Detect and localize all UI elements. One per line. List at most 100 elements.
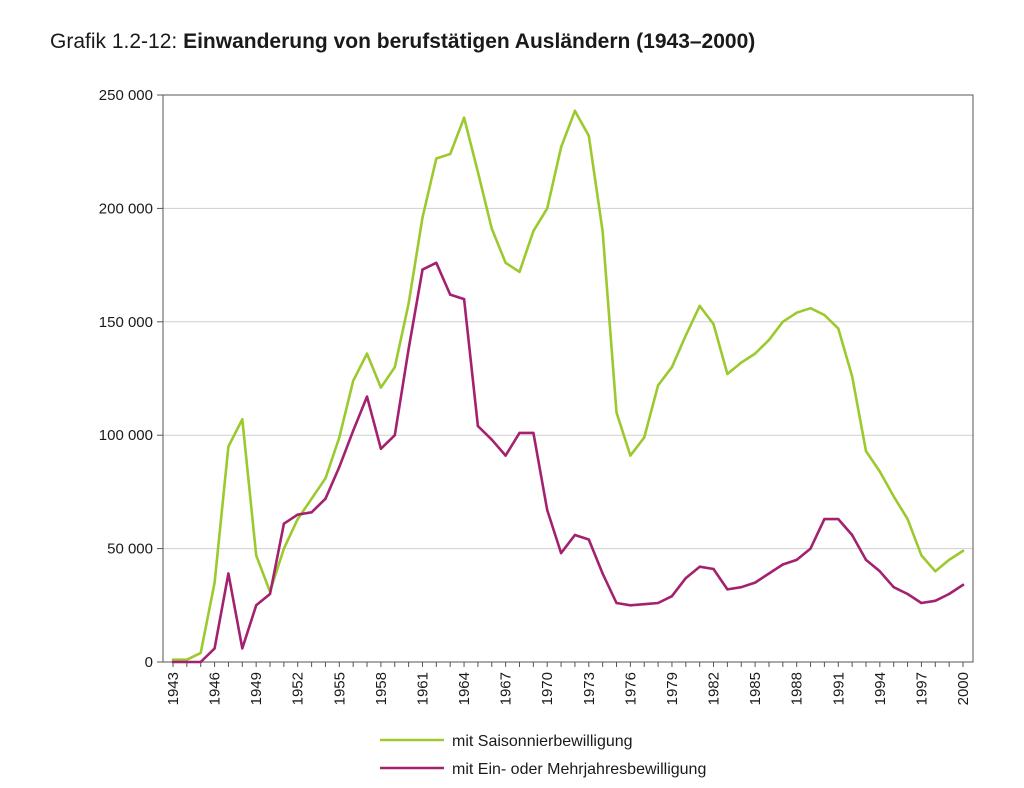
chart-title: Grafik 1.2-12: Einwanderung von berufstä… [50, 30, 755, 54]
data-point [837, 517, 840, 521]
data-point [809, 547, 812, 550]
data-point [532, 431, 535, 435]
data-point [448, 293, 452, 296]
data-point [296, 517, 299, 521]
data-point [546, 207, 549, 210]
data-point [379, 386, 383, 389]
data-point [213, 647, 216, 650]
x-tick-label: 1976 [622, 672, 639, 705]
data-point [407, 302, 410, 305]
data-point [864, 449, 868, 453]
data-point [767, 572, 771, 575]
data-point [199, 651, 202, 655]
data-point [726, 372, 729, 376]
data-point [809, 306, 812, 310]
data-point [878, 470, 882, 473]
data-point [393, 434, 396, 437]
data-point [310, 497, 313, 500]
x-tick-label: 1988 [789, 672, 806, 705]
chart-title-prefix: Grafik 1.2-12: [50, 30, 184, 53]
data-point [490, 227, 493, 231]
data-point [185, 658, 189, 661]
data-point [546, 508, 549, 512]
x-tick-label: 1973 [581, 672, 598, 705]
data-point [934, 570, 937, 573]
data-point [850, 375, 854, 378]
data-point [615, 601, 618, 605]
x-tick-label: 1982 [706, 672, 723, 705]
data-point [213, 581, 216, 584]
plot-frame [162, 94, 974, 663]
data-point [227, 445, 230, 448]
data-point [643, 436, 646, 439]
data-point [656, 384, 660, 387]
x-tick-label: 1964 [456, 672, 473, 705]
data-point [268, 592, 272, 596]
x-tick-label: 1991 [830, 672, 847, 705]
y-tick-label: 200 000 [99, 200, 153, 217]
data-point [338, 465, 341, 469]
x-tick-label: 1955 [331, 672, 348, 705]
data-point [379, 447, 383, 451]
data-point [227, 572, 230, 575]
data-point [573, 109, 577, 113]
data-point [698, 304, 701, 308]
data-point [171, 660, 175, 664]
data-point [753, 352, 757, 355]
data-point [670, 595, 674, 598]
data-point [241, 647, 244, 650]
y-tick-label: 100 000 [99, 427, 153, 444]
data-point [573, 533, 577, 537]
series-line-annual [171, 261, 965, 664]
data-point [421, 268, 424, 271]
data-point [767, 338, 771, 342]
data-point [781, 563, 785, 566]
x-tick-label: 1985 [747, 672, 764, 705]
data-point [850, 533, 854, 537]
data-point [892, 585, 895, 589]
data-point [282, 547, 286, 550]
x-tick-label: 1961 [414, 672, 431, 705]
data-point [351, 429, 355, 432]
x-tick-label: 1967 [498, 672, 515, 705]
data-point [961, 549, 965, 553]
series-line-seasonal [171, 109, 965, 662]
data-point [407, 347, 410, 351]
x-tick-label: 1952 [290, 672, 307, 705]
data-point [920, 601, 923, 605]
data-point [504, 261, 507, 265]
data-point [199, 660, 202, 664]
x-tick-label: 1943 [165, 672, 182, 705]
data-point [753, 581, 757, 584]
data-point [532, 229, 535, 233]
y-tick-label: 0 [145, 654, 153, 671]
data-point [435, 157, 438, 160]
data-point [961, 583, 965, 587]
data-point [296, 513, 299, 516]
data-point [587, 134, 590, 138]
x-tick-label: 1970 [539, 672, 556, 705]
x-tick-label: 1958 [373, 672, 390, 705]
data-point [504, 454, 507, 457]
data-point [338, 436, 341, 439]
data-point [462, 116, 466, 119]
data-point [518, 431, 521, 435]
data-point [393, 365, 396, 369]
data-point [837, 327, 840, 330]
data-point [587, 538, 590, 541]
data-point [490, 438, 493, 441]
legend-label: mit Ein- oder Mehrjahresbewilligung [452, 761, 706, 778]
y-tick-label: 250 000 [99, 87, 153, 104]
data-point [324, 497, 327, 500]
data-point [518, 270, 521, 274]
data-point [740, 361, 743, 364]
data-point [351, 379, 355, 382]
data-point [365, 352, 369, 355]
data-point [906, 517, 909, 521]
data-point [726, 588, 729, 591]
data-point [823, 313, 826, 317]
data-point [559, 145, 563, 149]
data-point [684, 576, 688, 580]
legend-label: mit Saisonnierbewilligung [452, 733, 633, 750]
